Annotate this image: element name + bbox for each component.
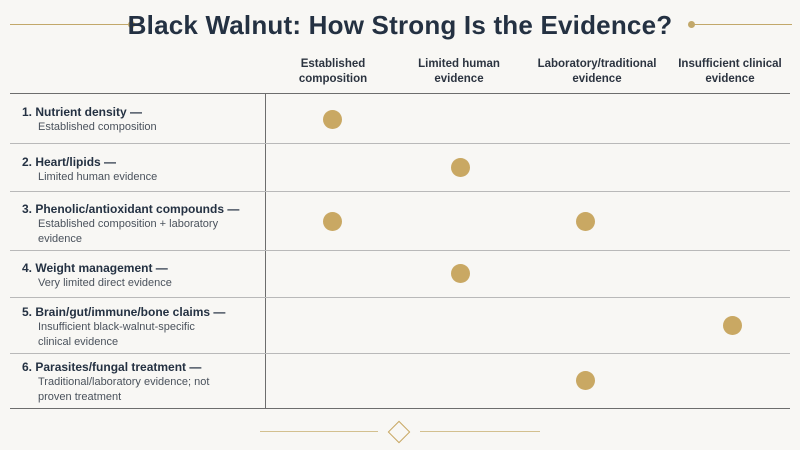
evidence-dot-parasites-laboratory <box>575 370 595 390</box>
evidence-dot-phenolic-established <box>322 211 342 231</box>
footer-rule-left <box>260 431 378 432</box>
row-divider <box>10 297 790 298</box>
evidence-dot-weight-limited-human <box>450 263 470 283</box>
table-row: 4. Weight management — Very limited dire… <box>22 260 262 291</box>
evidence-dot-brain-insufficient <box>722 315 742 335</box>
title-rule-right <box>692 24 792 25</box>
row-description: Traditional/laboratory evidence; not pro… <box>38 376 210 403</box>
row-title: 5. Brain/gut/immune/bone claims — <box>22 305 226 319</box>
row-divider <box>10 353 790 354</box>
row-description: Established composition <box>38 121 157 133</box>
table-bottom-rule <box>10 408 790 409</box>
table-row: 6. Parasites/fungal treatment — Traditio… <box>22 359 262 405</box>
table-row: 1. Nutrient density — Established compos… <box>22 104 262 135</box>
footer-rule-right <box>420 431 540 432</box>
column-header-laboratory: Laboratory/traditional evidence <box>537 58 657 85</box>
row-description: Very limited direct evidence <box>38 277 172 289</box>
title-rule-left <box>10 24 130 25</box>
table-row: 2. Heart/lipids — Limited human evidence <box>22 154 262 185</box>
row-description: Established composition + laboratory evi… <box>38 218 219 245</box>
page-title: Black Walnut: How Strong Is the Evidence… <box>127 10 673 40</box>
row-description: Insufficient black-walnut-specific clini… <box>38 321 195 348</box>
row-title: 4. Weight management — <box>22 261 168 275</box>
row-title: 3. Phenolic/antioxidant compounds — <box>22 202 240 216</box>
row-divider <box>10 143 790 144</box>
row-title: 2. Heart/lipids — <box>22 155 117 169</box>
column-header-limited-human: Limited human evidence <box>418 58 500 85</box>
column-header-insufficient: Insufficient clinical evidence <box>678 58 782 85</box>
row-divider <box>10 250 790 251</box>
row-title: 6. Parasites/fungal treatment — <box>22 360 202 374</box>
column-header-established: Established composition <box>298 58 368 85</box>
row-divider <box>10 191 790 192</box>
row-description: Limited human evidence <box>38 171 158 183</box>
title-ornament-left <box>128 21 135 28</box>
evidence-dot-phenolic-laboratory <box>575 211 595 231</box>
table-row: 3. Phenolic/antioxidant compounds — Esta… <box>22 201 262 247</box>
table-row: 5. Brain/gut/immune/bone claims — Insuff… <box>22 304 262 350</box>
title-ornament-right <box>688 21 695 28</box>
footer-diamond-ornament <box>387 420 411 444</box>
header-divider <box>10 93 790 94</box>
evidence-dot-nutrient-established <box>322 109 342 129</box>
evidence-dot-heart-limited-human <box>450 157 470 177</box>
row-title: 1. Nutrient density — <box>22 105 143 119</box>
